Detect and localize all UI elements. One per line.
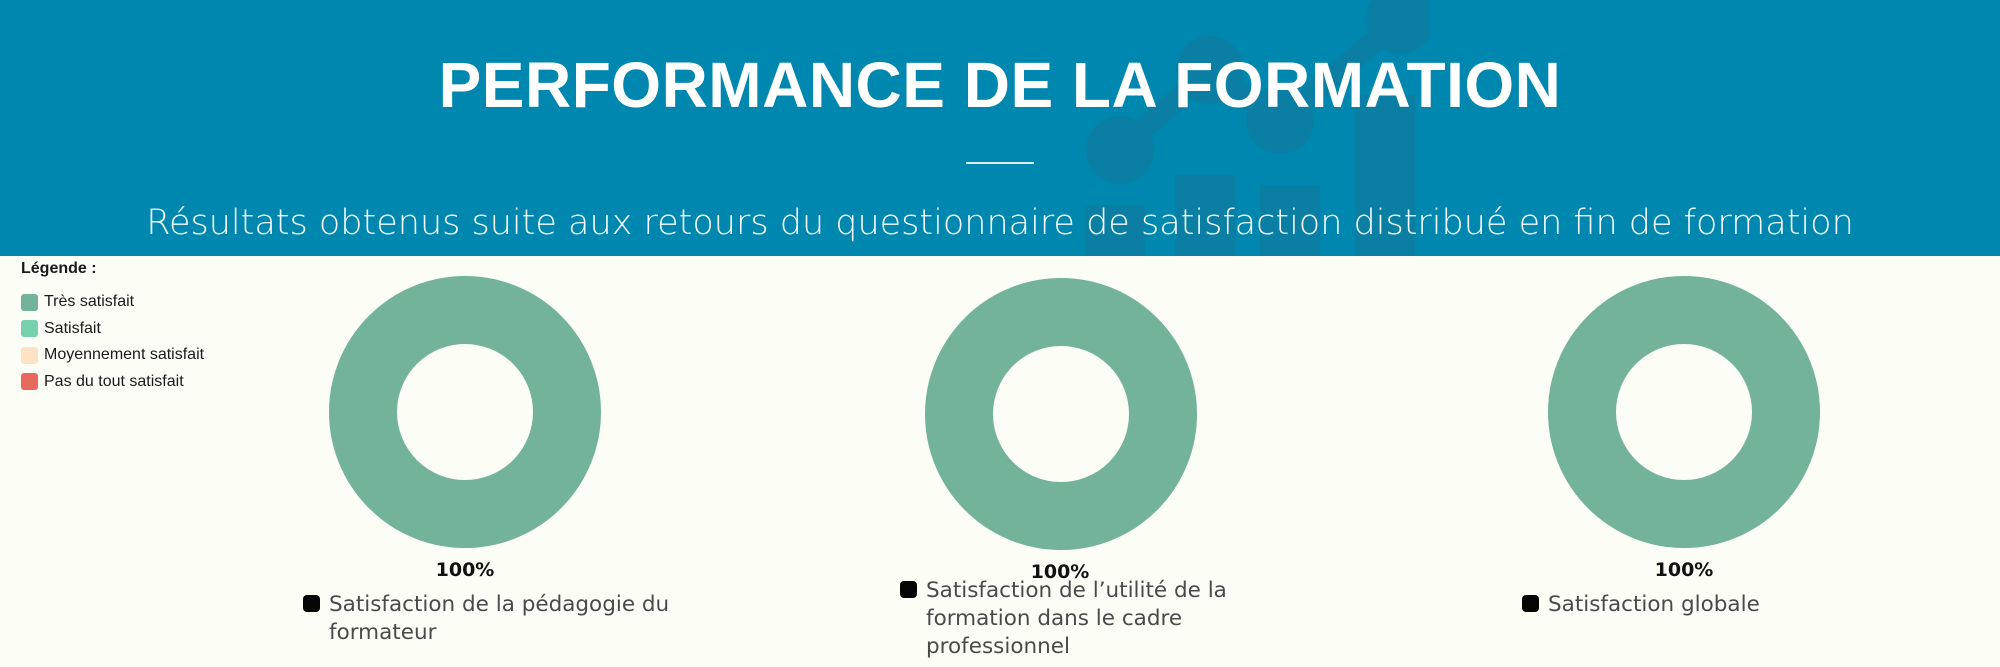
caption-text: Satisfaction de la pédagogie du formateu… (329, 591, 693, 647)
legend-label: Très satisfait (44, 293, 134, 311)
page-subtitle: Résultats obtenus suite aux retours du q… (0, 203, 2000, 243)
legend-label: Moyennement satisfait (44, 346, 204, 364)
caption-text: Satisfaction de l’utilité de la formatio… (926, 577, 1240, 661)
legend-item-satisfait: Satisfait (21, 316, 204, 343)
legend-item-moyennement-satisfait: Moyennement satisfait (21, 342, 204, 369)
legend-item-pas-du-tout-satisfait: Pas du tout satisfait (21, 369, 204, 396)
donut-svg (329, 276, 601, 548)
donut-percent-label: 100% (365, 559, 565, 581)
legend-label: Pas du tout satisfait (44, 373, 184, 391)
caption-bullet (900, 581, 917, 598)
caption-text: Satisfaction globale (1548, 591, 1760, 619)
donut-svg (1548, 276, 1820, 548)
page-title: PERFORMANCE DE LA FORMATION (0, 48, 2000, 122)
legend-swatch (21, 347, 38, 364)
donut-svg (925, 278, 1197, 550)
header-banner: PERFORMANCE DE LA FORMATION Résultats ob… (0, 0, 2000, 256)
donut-chart-utilite (925, 278, 1197, 555)
donut-chart-globale (1548, 276, 1820, 553)
donut-slice-très-satisfait (363, 310, 567, 514)
donut-slice-très-satisfait (959, 312, 1163, 516)
chart-caption-globale: Satisfaction globale (1522, 591, 1842, 619)
title-divider (966, 162, 1034, 164)
chart-caption-pedagogie: Satisfaction de la pédagogie du formateu… (303, 591, 693, 647)
legend-swatch (21, 320, 38, 337)
chart-caption-utilite: Satisfaction de l’utilité de la formatio… (900, 577, 1240, 661)
legend-item-tres-satisfait: Très satisfait (21, 289, 204, 316)
caption-bullet (1522, 595, 1539, 612)
legend: Légende : Très satisfait Satisfait Moyen… (21, 260, 204, 395)
legend-label: Satisfait (44, 320, 101, 338)
legend-swatch (21, 373, 38, 390)
donut-percent-label: 100% (1584, 559, 1784, 581)
donut-slice-très-satisfait (1582, 310, 1786, 514)
donut-chart-pedagogie (329, 276, 601, 553)
legend-swatch (21, 294, 38, 311)
caption-bullet (303, 595, 320, 612)
legend-title: Légende : (21, 260, 204, 278)
